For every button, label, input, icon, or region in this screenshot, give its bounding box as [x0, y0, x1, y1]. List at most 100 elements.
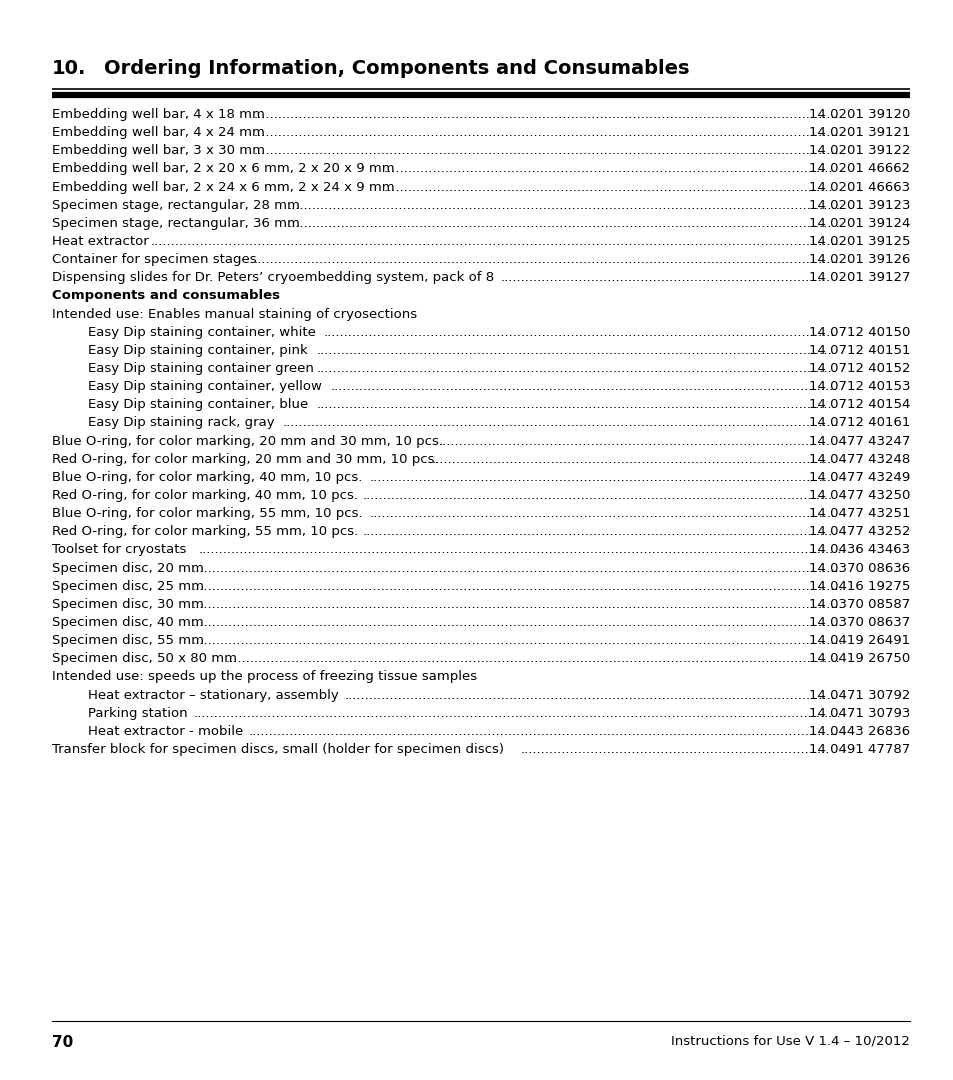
Text: Red O-ring, for color marking, 20 mm and 30 mm, 10 pcs.: Red O-ring, for color marking, 20 mm and… — [51, 453, 437, 465]
Text: 14 0712 40152: 14 0712 40152 — [808, 362, 909, 375]
Text: 14 0419 26750: 14 0419 26750 — [808, 652, 909, 665]
Text: ................................................................................: ........................................… — [192, 616, 842, 629]
Text: 10.: 10. — [51, 59, 86, 79]
Text: 14 0370 08636: 14 0370 08636 — [808, 562, 909, 575]
Text: Heat extractor – stationary, assembly: Heat extractor – stationary, assembly — [88, 689, 338, 702]
Text: 14 0491 47787: 14 0491 47787 — [808, 743, 909, 756]
Text: ................................................................................: ........................................… — [383, 180, 832, 193]
Text: 14 0712 40151: 14 0712 40151 — [808, 343, 909, 356]
Text: ................................................................................: ........................................… — [198, 543, 841, 556]
Text: Container for specimen stages: Container for specimen stages — [51, 253, 255, 266]
Text: Specimen stage, rectangular, 36 mm: Specimen stage, rectangular, 36 mm — [51, 217, 299, 230]
Text: ................................................................................: ........................................… — [193, 706, 841, 719]
Text: 14 0416 19275: 14 0416 19275 — [808, 580, 909, 593]
Text: Parking station: Parking station — [88, 706, 187, 719]
Text: ................................................................................: ........................................… — [248, 725, 838, 738]
Text: Specimen disc, 40 mm: Specimen disc, 40 mm — [51, 616, 203, 629]
Text: 14 0201 39126: 14 0201 39126 — [808, 253, 909, 266]
Text: 14 0419 26491: 14 0419 26491 — [808, 634, 909, 647]
Text: ................................................................................: ........................................… — [151, 235, 842, 248]
Text: Toolset for cryostats: Toolset for cryostats — [51, 543, 186, 556]
Text: Specimen disc, 20 mm: Specimen disc, 20 mm — [51, 562, 203, 575]
Text: Dispensing slides for Dr. Peters’ cryoembedding system, pack of 8: Dispensing slides for Dr. Peters’ cryoem… — [51, 271, 493, 284]
Text: 14 0477 43252: 14 0477 43252 — [808, 525, 909, 538]
Text: Blue O-ring, for color marking, 20 mm and 30 mm, 10 pcs.: Blue O-ring, for color marking, 20 mm an… — [51, 434, 442, 447]
Text: Heat extractor: Heat extractor — [51, 235, 148, 248]
Text: Easy Dip staining container, pink: Easy Dip staining container, pink — [88, 343, 307, 356]
Text: Red O-ring, for color marking, 40 mm, 10 pcs.: Red O-ring, for color marking, 40 mm, 10… — [51, 489, 357, 502]
Text: Components and consumables: Components and consumables — [51, 289, 279, 302]
Text: ................................................................................: ........................................… — [370, 471, 835, 484]
Text: ................................................................................: ........................................… — [226, 652, 840, 665]
Text: Easy Dip staining container, white: Easy Dip staining container, white — [88, 326, 315, 339]
Text: ................................................................................: ........................................… — [253, 253, 838, 266]
Text: Specimen disc, 30 mm: Specimen disc, 30 mm — [51, 598, 203, 611]
Text: 14 0370 08587: 14 0370 08587 — [808, 598, 909, 611]
Text: Blue O-ring, for color marking, 55 mm, 10 pcs.: Blue O-ring, for color marking, 55 mm, 1… — [51, 508, 362, 521]
Text: 14 0471 30792: 14 0471 30792 — [808, 689, 909, 702]
Text: Red O-ring, for color marking, 55 mm, 10 pcs.: Red O-ring, for color marking, 55 mm, 10… — [51, 525, 357, 538]
Text: Embedding well bar, 2 x 24 x 6 mm, 2 x 24 x 9 mm: Embedding well bar, 2 x 24 x 6 mm, 2 x 2… — [51, 180, 394, 193]
Text: ................................................................................: ........................................… — [316, 362, 836, 375]
Text: Specimen disc, 25 mm: Specimen disc, 25 mm — [51, 580, 203, 593]
Text: ................................................................................: ........................................… — [438, 434, 829, 447]
Text: ...........................................................................: ........................................… — [520, 743, 829, 756]
Text: ................................................................................: ........................................… — [282, 417, 839, 430]
Text: 14 0712 40161: 14 0712 40161 — [808, 417, 909, 430]
Text: Easy Dip staining rack, gray: Easy Dip staining rack, gray — [88, 417, 274, 430]
Text: 14 0201 39127: 14 0201 39127 — [808, 271, 909, 284]
Text: Transfer block for specimen discs, small (holder for specimen discs): Transfer block for specimen discs, small… — [51, 743, 503, 756]
Text: ................................................................................: ........................................… — [363, 525, 832, 538]
Text: ................................................................................: ........................................… — [192, 634, 842, 647]
Text: ................................................................................: ........................................… — [192, 580, 842, 593]
Text: 14 0201 39120: 14 0201 39120 — [808, 108, 909, 121]
Text: ................................................................................: ........................................… — [499, 271, 829, 284]
Text: Easy Dip staining container green: Easy Dip staining container green — [88, 362, 314, 375]
Text: ................................................................................: ........................................… — [316, 343, 836, 356]
Text: Intended use: speeds up the process of freezing tissue samples: Intended use: speeds up the process of f… — [51, 671, 476, 684]
Text: 14 0201 46663: 14 0201 46663 — [808, 180, 909, 193]
Text: Embedding well bar, 2 x 20 x 6 mm, 2 x 20 x 9 mm: Embedding well bar, 2 x 20 x 6 mm, 2 x 2… — [51, 162, 394, 175]
Text: ................................................................................: ........................................… — [370, 508, 835, 521]
Text: 14 0477 43251: 14 0477 43251 — [808, 508, 909, 521]
Text: ................................................................................: ........................................… — [192, 598, 842, 611]
Text: ................................................................................: ........................................… — [323, 326, 835, 339]
Text: ................................................................................: ........................................… — [316, 399, 836, 411]
Text: 14 0471 30793: 14 0471 30793 — [808, 706, 909, 719]
Text: ................................................................................: ........................................… — [344, 689, 835, 702]
Text: ................................................................................: ........................................… — [287, 199, 840, 212]
Text: 14 0201 39121: 14 0201 39121 — [808, 126, 909, 139]
Text: 14 0201 39122: 14 0201 39122 — [808, 145, 909, 158]
Text: 70: 70 — [51, 1035, 72, 1050]
Text: 14 0712 40153: 14 0712 40153 — [808, 380, 909, 393]
Text: ................................................................................: ........................................… — [253, 145, 838, 158]
Text: 14 0201 39124: 14 0201 39124 — [808, 217, 909, 230]
Text: Intended use: Enables manual staining of cryosections: Intended use: Enables manual staining of… — [51, 308, 416, 321]
Text: ................................................................................: ........................................… — [331, 380, 837, 393]
Text: 14 0477 43247: 14 0477 43247 — [808, 434, 909, 447]
Text: 14 0201 39123: 14 0201 39123 — [808, 199, 909, 212]
Text: 14 0443 26836: 14 0443 26836 — [808, 725, 909, 738]
Text: Specimen disc, 55 mm: Specimen disc, 55 mm — [51, 634, 203, 647]
Text: Easy Dip staining container, blue: Easy Dip staining container, blue — [88, 399, 308, 411]
Text: ................................................................................: ........................................… — [287, 217, 840, 230]
Text: Blue O-ring, for color marking, 40 mm, 10 pcs.: Blue O-ring, for color marking, 40 mm, 1… — [51, 471, 361, 484]
Text: 14 0477 43250: 14 0477 43250 — [808, 489, 909, 502]
Text: 14 0370 08637: 14 0370 08637 — [808, 616, 909, 629]
Text: ................................................................................: ........................................… — [253, 108, 838, 121]
Text: ................................................................................: ........................................… — [431, 453, 831, 465]
Text: Specimen stage, rectangular, 28 mm: Specimen stage, rectangular, 28 mm — [51, 199, 299, 212]
Text: Heat extractor - mobile: Heat extractor - mobile — [88, 725, 243, 738]
Text: Instructions for Use V 1.4 – 10/2012: Instructions for Use V 1.4 – 10/2012 — [671, 1035, 909, 1048]
Text: 14 0477 43248: 14 0477 43248 — [808, 453, 909, 465]
Text: ................................................................................: ........................................… — [383, 162, 832, 175]
Text: ................................................................................: ........................................… — [192, 562, 842, 575]
Text: 14 0712 40150: 14 0712 40150 — [808, 326, 909, 339]
Text: ................................................................................: ........................................… — [253, 126, 838, 139]
Text: Embedding well bar, 3 x 30 mm: Embedding well bar, 3 x 30 mm — [51, 145, 264, 158]
Text: ................................................................................: ........................................… — [363, 489, 832, 502]
Text: 14 0201 39125: 14 0201 39125 — [808, 235, 909, 248]
Text: Specimen disc, 50 x 80 mm: Specimen disc, 50 x 80 mm — [51, 652, 236, 665]
Text: Embedding well bar, 4 x 18 mm: Embedding well bar, 4 x 18 mm — [51, 108, 264, 121]
Text: Ordering Information, Components and Consumables: Ordering Information, Components and Con… — [104, 59, 689, 79]
